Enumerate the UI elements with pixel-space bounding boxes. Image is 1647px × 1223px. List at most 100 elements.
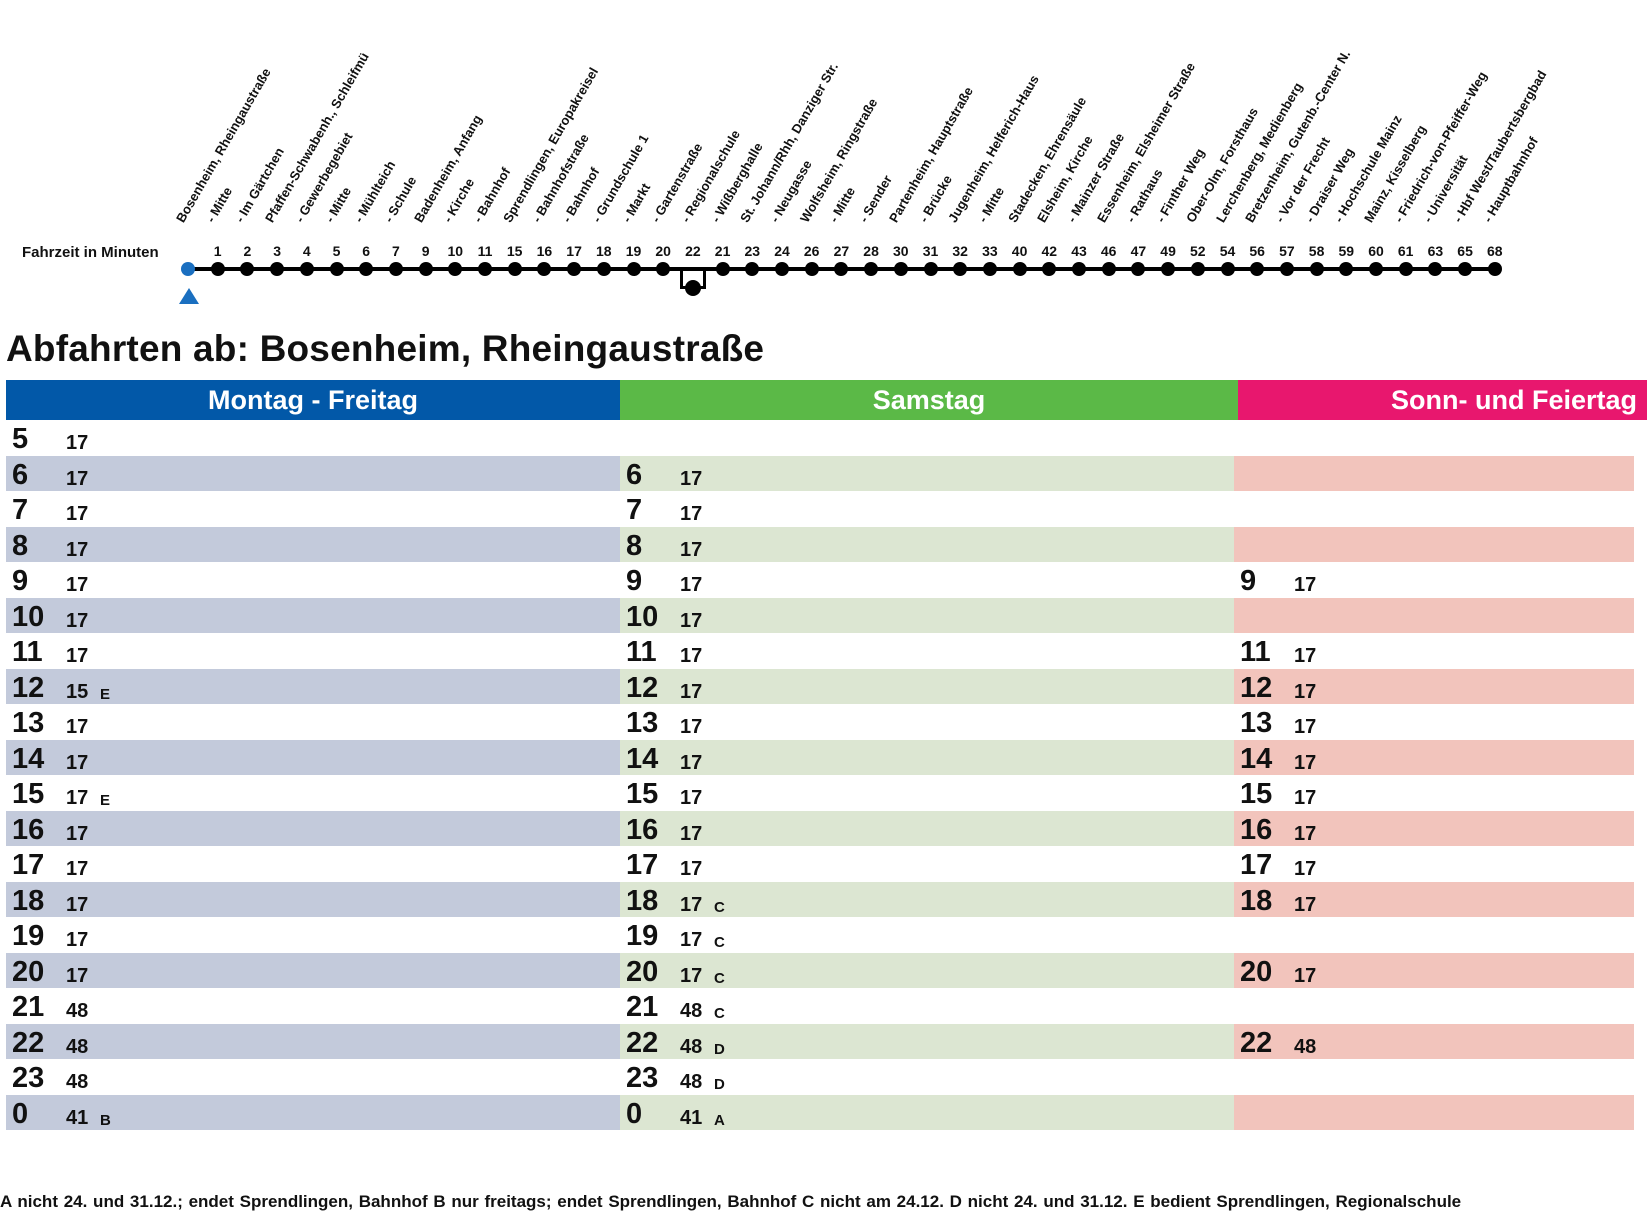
departure-hour: 18 [626, 884, 659, 917]
timetable-row: 17 17 [620, 846, 1238, 881]
sunday-header: Sonn- und Feiertag [1238, 380, 1647, 420]
current-stop-arrow-icon [179, 288, 199, 304]
stop-travel-time: 2 [243, 243, 252, 259]
departure-hour: 23 [12, 1062, 45, 1094]
stop-dot-icon [982, 262, 997, 276]
stop-travel-time: 18 [596, 243, 612, 259]
stop-name: - Mitte [974, 184, 1008, 225]
departure-hour: 20 [12, 955, 45, 988]
stop-dot-icon [1458, 262, 1473, 276]
departure-hour: 9 [12, 565, 29, 597]
timetable-row: 12 15 E [6, 668, 620, 704]
timetable-row: 19 17 [6, 917, 620, 952]
stop-travel-time: 27 [833, 243, 850, 259]
stop-name: - Mitte [826, 184, 859, 225]
stop-travel-time: 22 [685, 243, 701, 259]
departure-minutes: 48 [66, 1071, 89, 1093]
stop-travel-time: 61 [1397, 243, 1414, 259]
stop-travel-time: 4 [302, 243, 311, 259]
timetable-row [1234, 597, 1634, 633]
timetable-row: 7 17 [620, 491, 1238, 526]
stop-travel-time: 40 [1011, 243, 1028, 259]
timetable-row [1234, 1094, 1634, 1130]
stop-travel-time: 60 [1368, 243, 1384, 259]
departure-hour: 22 [12, 1026, 45, 1059]
timetable-row: 22 48 [6, 1023, 620, 1059]
stop-dot-icon [1042, 262, 1057, 276]
detour-stop-dot-icon [685, 280, 701, 296]
footnote-marker: D [714, 1040, 725, 1058]
stop-travel-time: 15 [506, 243, 523, 259]
departure-hour: 15 [1240, 778, 1273, 810]
stop-travel-time: 21 [714, 243, 731, 259]
departure-minutes: 17 [680, 645, 703, 667]
departure-minutes: 17 [1294, 574, 1317, 596]
stop-dot-icon [1309, 262, 1324, 276]
departure-minutes: 17 [1294, 858, 1317, 880]
timetable-row: 7 17 [6, 491, 620, 526]
departure-minutes: 48 [680, 1071, 703, 1093]
stop-dot-icon [834, 262, 849, 276]
stop-travel-time: 33 [982, 243, 998, 259]
stop-dot-icon [1161, 262, 1176, 276]
timetable-row: 21 48 C [620, 988, 1238, 1023]
departure-hour: 20 [1240, 955, 1273, 988]
departure-hour: 15 [626, 778, 659, 810]
departure-hour: 21 [12, 991, 45, 1023]
departure-minutes: 17 [1294, 680, 1317, 703]
timetable-row: 14 17 [6, 739, 620, 775]
departure-minutes: 17 [66, 538, 89, 561]
stop-travel-time: 5 [332, 243, 341, 259]
departure-hour: 10 [626, 600, 659, 633]
stop-dot-icon [210, 262, 225, 276]
timetable-row [1234, 420, 1634, 455]
stop-travel-time: 26 [803, 243, 820, 259]
departure-hour: 13 [626, 707, 659, 739]
departure-minutes: 17 [1294, 893, 1317, 916]
footnotes: A nicht 24. und 31.12.; endet Sprendling… [0, 1192, 1462, 1211]
departure-minutes: 17 [680, 929, 703, 951]
stop-travel-time: 24 [774, 243, 790, 259]
departure-hour: 16 [12, 813, 45, 846]
departure-hour: 8 [12, 529, 29, 562]
stop-dot-icon [359, 262, 374, 276]
stop-dot-icon [1101, 262, 1116, 276]
stop-dot-icon [270, 262, 285, 276]
timetable-row: 0 41 A [620, 1094, 1238, 1130]
departure-minutes: 48 [1294, 1035, 1317, 1058]
timetable-row: 16 17 [1234, 810, 1634, 846]
departure-hour: 15 [12, 778, 45, 810]
timetable-row: 19 17 C [620, 917, 1238, 952]
timetable-row: 8 17 [6, 526, 620, 562]
departure-minutes: 17 [680, 467, 703, 490]
departure-minutes: 48 [66, 1000, 89, 1022]
stop-travel-time: 9 [421, 243, 430, 259]
stop-name: - Mitte [321, 184, 354, 225]
timetable-row: 14 17 [620, 739, 1238, 775]
stop-travel-time: 16 [536, 243, 553, 259]
stop-dot-icon [626, 262, 641, 276]
stop-dot-icon [745, 262, 760, 276]
stop-travel-time: 42 [1041, 243, 1058, 259]
stop-dot-icon [507, 262, 522, 276]
departure-minutes: 17 [680, 858, 703, 880]
stop-dot-icon [299, 262, 314, 276]
stop-dot-icon [1190, 262, 1205, 276]
stop-dot-icon [1250, 262, 1265, 276]
departure-minutes: 17 [66, 893, 89, 916]
departure-minutes: 48 [66, 1035, 89, 1058]
timetable-row: 8 17 [620, 526, 1238, 562]
departure-hour: 6 [12, 458, 29, 491]
departure-minutes: 17 [1294, 751, 1317, 774]
timetable-row: 9 17 [620, 562, 1238, 597]
stop-dot-icon [240, 262, 255, 276]
timetable-row: 21 48 [6, 988, 620, 1023]
stop-travel-time: 68 [1487, 243, 1503, 259]
stop-travel-time: 3 [273, 243, 281, 259]
stop-dot-icon [1279, 262, 1294, 276]
departure-minutes: 17 [66, 503, 89, 525]
timetable-row: 23 48 [6, 1059, 620, 1094]
stop-travel-time: 49 [1160, 243, 1176, 259]
stop-dot-icon [893, 262, 908, 276]
timetable-row: 17 17 [1234, 846, 1634, 881]
